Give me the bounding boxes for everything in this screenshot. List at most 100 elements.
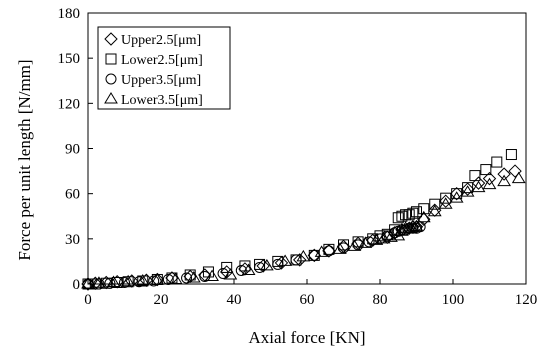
data-point-square: [403, 209, 415, 221]
data-point-circle: [352, 239, 364, 251]
data-point-circle: [162, 273, 174, 285]
data-point-circle: [133, 276, 145, 288]
data-point-triangle: [409, 219, 424, 232]
data-point-diamond: [471, 176, 486, 190]
data-point-circle: [82, 278, 94, 290]
data-point-triangle: [223, 267, 238, 280]
data-markers: [81, 149, 526, 291]
data-point-square: [505, 149, 517, 161]
data-point-triangle: [92, 276, 106, 288]
data-point-circle: [254, 261, 266, 273]
data-point-square: [480, 164, 492, 176]
data-point-square: [122, 276, 134, 288]
x-tick-label: 0: [84, 292, 92, 308]
data-point-triangle: [241, 263, 256, 275]
legend-label-lower3-5: Lower3.5[μm]: [121, 93, 203, 108]
data-point-square: [111, 276, 123, 288]
data-point-triangle: [121, 274, 136, 287]
data-point-circle: [290, 254, 302, 266]
x-tick-label: 80: [373, 292, 388, 308]
data-point-diamond: [417, 212, 431, 226]
data-point-triangle: [314, 245, 329, 257]
data-point-square: [469, 170, 481, 182]
data-point-diamond: [150, 272, 165, 287]
y-tick-label: 180: [58, 6, 81, 22]
legend-marker-circle: [105, 73, 117, 85]
data-point-circle: [272, 258, 284, 270]
series-circle: [82, 221, 426, 290]
data-point-triangle: [205, 269, 219, 281]
data-point-circle: [374, 233, 386, 245]
data-point-triangle: [296, 249, 311, 262]
legend-marker-triangle: [104, 92, 118, 104]
data-point-square: [407, 207, 419, 219]
data-point-triangle: [438, 197, 453, 209]
data-point-square: [429, 198, 441, 210]
data-point-square: [100, 277, 112, 289]
legend-label-upper3-5: Upper3.5[μm]: [121, 73, 201, 88]
data-point-diamond: [81, 277, 95, 291]
data-point-triangle: [460, 185, 475, 197]
x-tick-label: 20: [154, 292, 169, 308]
legend-marker-square: [105, 53, 117, 65]
data-point-triangle: [347, 239, 362, 251]
x-tick-label: 120: [515, 292, 538, 308]
data-point-circle: [148, 275, 160, 287]
data-point-diamond: [460, 182, 475, 196]
data-point-diamond: [256, 259, 270, 273]
data-point-circle: [235, 264, 247, 276]
y-tick-label: 30: [65, 232, 80, 248]
data-point-square: [451, 188, 463, 200]
y-axis-title: Force per unit length [N/mm]: [15, 59, 34, 260]
data-point-circle: [199, 270, 211, 282]
data-point-triangle: [259, 258, 274, 271]
data-point-triangle: [332, 242, 347, 254]
data-point-circle: [93, 278, 105, 290]
data-point-square: [396, 210, 408, 222]
data-point-circle: [308, 249, 320, 261]
data-point-diamond: [365, 233, 380, 248]
data-point-triangle: [358, 236, 373, 248]
data-point-triangle: [416, 210, 431, 223]
data-point-square: [221, 261, 233, 273]
data-point-circle: [363, 236, 375, 248]
legend-label-upper2-5: Upper2.5[μm]: [121, 33, 201, 48]
data-point-square: [491, 156, 503, 168]
data-point-square: [89, 278, 101, 290]
legend-label-lower2-5: Lower2.5[μm]: [121, 53, 203, 68]
data-point-triangle: [168, 272, 183, 284]
series-diamond: [81, 164, 522, 291]
data-point-triangle: [81, 277, 95, 289]
data-point-triangle: [186, 271, 201, 283]
data-point-square: [137, 275, 149, 287]
data-point-triangle: [449, 191, 464, 203]
data-point-circle: [338, 242, 349, 254]
data-point-diamond: [508, 164, 522, 178]
y-tick-label: 60: [65, 187, 80, 203]
data-point-square: [462, 182, 474, 194]
data-point-diamond: [292, 253, 307, 267]
data-point-triangle: [106, 275, 121, 287]
legend-box: [97, 26, 231, 110]
x-tick-label: 60: [300, 292, 315, 308]
legend-markers: [104, 32, 118, 104]
data-point-triangle: [482, 177, 497, 190]
data-point-diamond: [274, 256, 289, 270]
x-tick-label: 100: [442, 292, 465, 308]
data-point-triangle: [427, 204, 442, 217]
data-point-square: [418, 203, 430, 215]
x-axis-title: Axial force [KN]: [248, 328, 365, 347]
data-point-square: [272, 255, 284, 267]
y-tick-label: 120: [58, 96, 81, 112]
data-point-triangle: [278, 254, 292, 266]
data-point-triangle: [150, 273, 165, 285]
y-tick-label: 90: [65, 142, 80, 158]
data-point-triangle: [497, 174, 511, 187]
data-point-square: [440, 192, 452, 204]
data-point-circle: [181, 272, 193, 284]
data-point-diamond: [482, 171, 497, 186]
x-tick-label: 40: [227, 292, 242, 308]
data-point-circle: [104, 277, 116, 289]
y-tick-label: 150: [58, 51, 81, 67]
